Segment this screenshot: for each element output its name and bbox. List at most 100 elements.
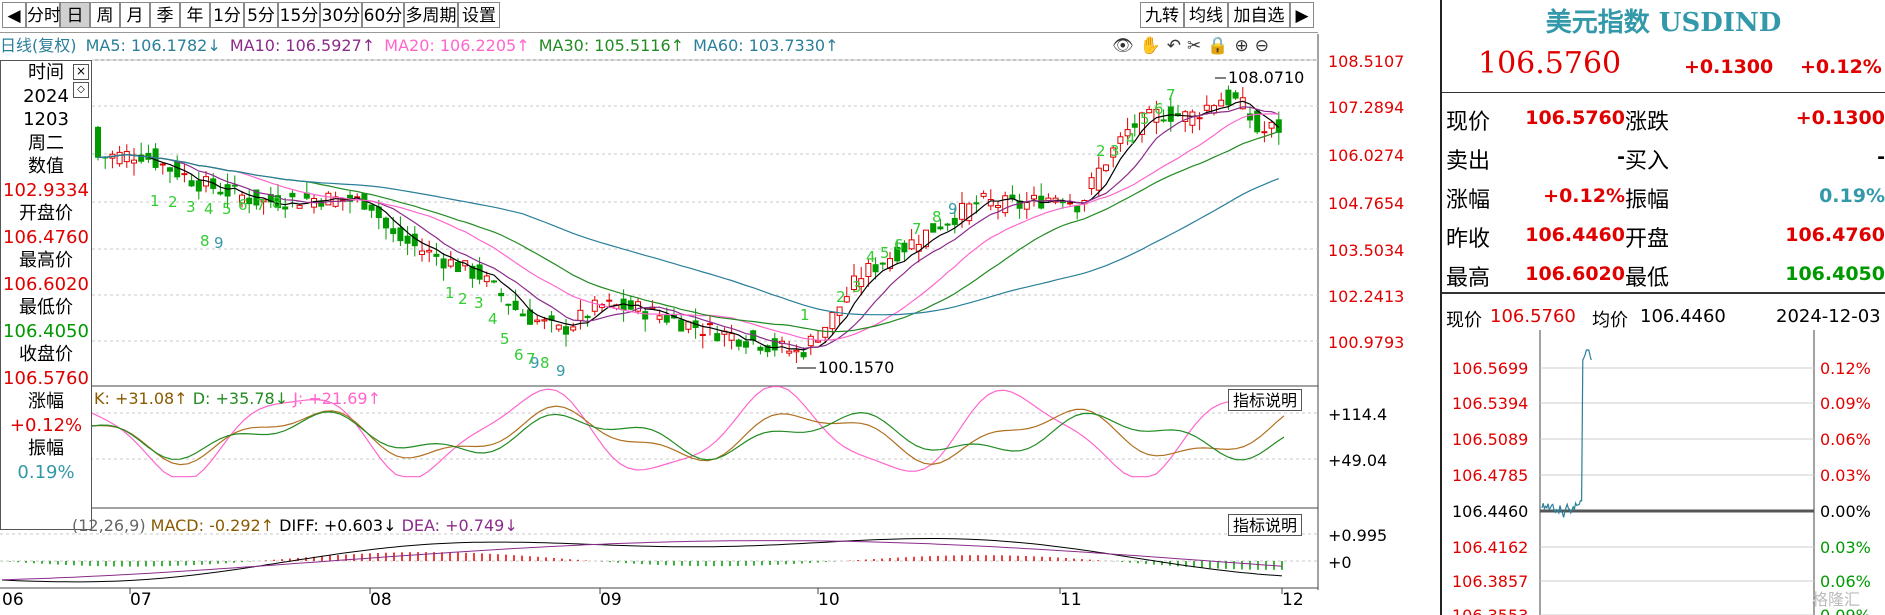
zoom-in-icon[interactable]: ⊕ [1234, 36, 1255, 56]
candle-body [735, 339, 742, 347]
period-tab-8[interactable]: 15分 [278, 2, 320, 28]
period-tab-1[interactable]: 日 [60, 2, 90, 28]
period-tab-7[interactable]: 5分 [244, 2, 278, 28]
lock-icon[interactable]: 🔒 [1207, 36, 1235, 56]
intraday-right-axis-label: 0.06% [1820, 572, 1871, 591]
period-tab-10[interactable]: 60分 [362, 2, 404, 28]
intraday-left-axis-label: 106.4785 [1452, 466, 1528, 485]
zoom-out-icon[interactable]: ⊖ [1254, 36, 1275, 56]
undo-icon[interactable]: ↶ [1166, 36, 1188, 56]
quote-label: 振幅 [1625, 188, 1670, 213]
month-label: 08 [370, 590, 392, 610]
candle-body [296, 204, 303, 209]
candle-body [1117, 136, 1124, 144]
intraday-right-axis-label: 0.03% [1820, 466, 1871, 485]
nine-turn-label: 7 [912, 220, 922, 238]
info-row: 106.6020 [3, 273, 89, 295]
period-tab-4[interactable]: 季 [150, 2, 180, 28]
candle-body [591, 299, 598, 312]
candle-body [793, 349, 800, 353]
nine-turn-label: 6 [514, 346, 524, 364]
kdj-explain-button[interactable]: 指标说明 [1228, 389, 1303, 411]
quote-value: 106.4050 [1785, 263, 1885, 285]
info-row: 2024 [23, 85, 69, 107]
quote-label: 涨幅 [1446, 188, 1491, 213]
info-row: 0.19% [17, 461, 75, 483]
candle-body [815, 340, 821, 343]
eye-icon[interactable]: 👁 [1112, 36, 1140, 56]
next-arrow-button[interactable]: ▶ [1290, 2, 1314, 28]
period-tab-11[interactable]: 多周期 [404, 2, 458, 28]
intraday-avg-label: 均价 [1592, 310, 1628, 331]
macd-explain-button[interactable]: 指标说明 [1228, 514, 1303, 536]
candle-body [563, 326, 569, 335]
period-tab-6[interactable]: 1分 [210, 2, 244, 28]
nine-turn-label: 8 [540, 354, 550, 372]
period-tab-12[interactable]: 设置 [458, 2, 500, 28]
period-tab-2[interactable]: 周 [90, 2, 120, 28]
period-toolbar: ◀ 分时日周月季年 1分 5分 15分 30分 60分 多周期 设置 九转 均线 加自选 ▶ [0, 0, 1318, 33]
candle-body [1203, 104, 1210, 111]
intraday-chart[interactable]: 106.5699 0.12% 106.5394 0.09% 106.5089 0.06% 1… [1442, 330, 1885, 615]
nine-turn-label: 2 [458, 290, 468, 308]
info-row: 最高价 [19, 250, 73, 271]
candle-body [663, 314, 670, 323]
intraday-left-axis-label: 106.4162 [1452, 538, 1528, 557]
candle-body [1160, 119, 1167, 122]
candle-body [577, 309, 584, 321]
candle-body [951, 217, 958, 225]
period-tab-9[interactable]: 30分 [320, 2, 362, 28]
ma-button[interactable]: 均线 [1184, 2, 1228, 28]
candle-body [433, 253, 440, 257]
candle-body [224, 184, 231, 197]
quote-label: 买入 [1625, 149, 1670, 174]
kdj-d: D: +35.78↓ [192, 389, 289, 408]
candle-body [851, 275, 857, 290]
period-tab-3[interactable]: 月 [120, 2, 150, 28]
macd-axis-zero: +0 [1328, 553, 1352, 572]
quote-value: +0.12% [1543, 185, 1625, 207]
nine-turn-label: 3 [474, 294, 484, 312]
candle-body [836, 306, 843, 316]
nine-turn-label: 6 [894, 236, 904, 254]
candle-body [937, 226, 944, 230]
close-icon[interactable]: × [73, 64, 89, 80]
info-row: 周二 [28, 132, 64, 154]
info-row: 106.5760 [3, 367, 89, 389]
candle-body [1275, 119, 1282, 133]
month-label: 09 [600, 590, 622, 610]
price-change-pct: +0.12% [1800, 56, 1882, 78]
add-watchlist-button[interactable]: 加自选 [1228, 2, 1290, 28]
price-axis-label: 108.5107 [1328, 52, 1405, 71]
quote-value: +0.1300 [1795, 107, 1885, 129]
nine-turn-button[interactable]: 九转 [1140, 2, 1184, 28]
price-axis-label: 106.0274 [1328, 146, 1405, 165]
intraday-right-axis-label: 0.12% [1820, 359, 1871, 378]
candle-body [1146, 108, 1153, 114]
quote-row: 卖出 - 买入 - [1442, 137, 1885, 175]
ma20-value: MA20: 106.2205↑ [384, 36, 530, 55]
scissors-icon[interactable]: ✂ [1187, 36, 1208, 56]
info-row: 涨幅 [28, 391, 64, 412]
prev-arrow-button[interactable]: ◀ [2, 2, 26, 28]
quote-value: - [1877, 146, 1885, 168]
candle-body [872, 264, 879, 273]
hand-icon[interactable]: ✋ [1139, 36, 1167, 56]
high-annotation: 108.0710 [1228, 68, 1305, 87]
intraday-left-axis-label: 106.5699 [1452, 359, 1528, 378]
ma-legend: 日线(复权) MA5: 106.1782↓ MA10: 106.5927↑ MA… [0, 34, 843, 58]
chart-mode-label[interactable]: 日线(复权) [0, 36, 77, 55]
candle-body [426, 249, 433, 253]
nine-turn-label: 7 [526, 350, 536, 368]
macd-legend: (12,26,9) MACD: -0.292↑ DIFF: +0.603↓ DE… [72, 516, 518, 535]
quote-value: 0.19% [1819, 185, 1885, 207]
candle-body [1167, 106, 1174, 122]
nine-turn-label: 2 [1096, 142, 1106, 160]
candle-body [498, 293, 505, 297]
period-tab-5[interactable]: 年 [180, 2, 210, 28]
period-tab-0[interactable]: 分时 [26, 2, 61, 28]
candle-body [728, 333, 735, 341]
quote-value: 106.4760 [1785, 224, 1885, 246]
pin-icon[interactable]: ◇ [73, 82, 89, 98]
